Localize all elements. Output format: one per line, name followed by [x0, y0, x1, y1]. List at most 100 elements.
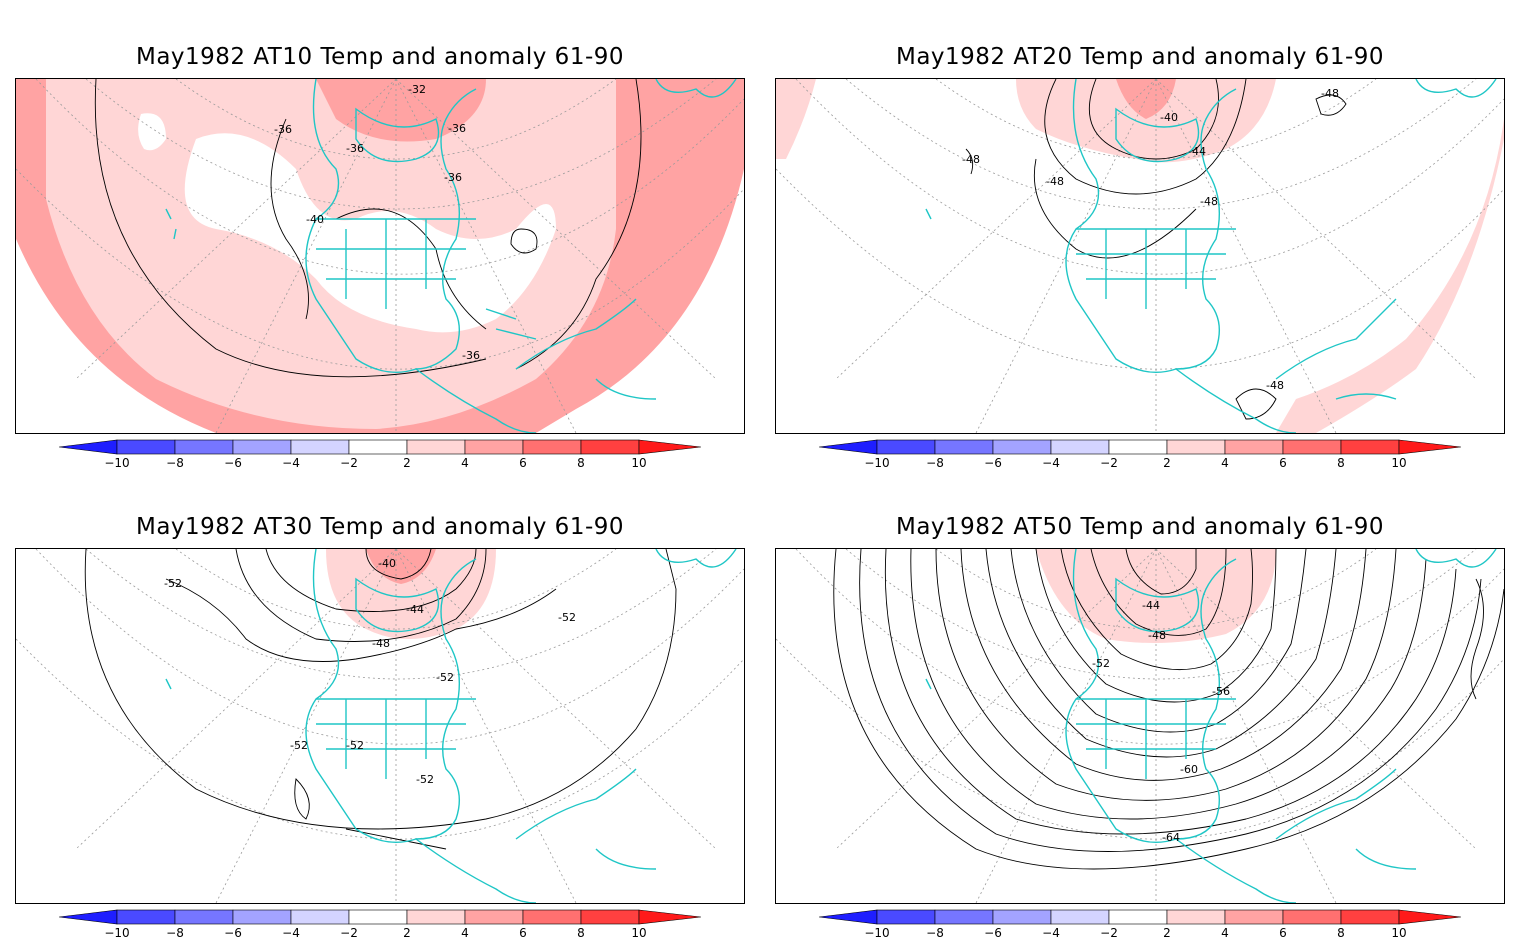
contour-label: -44: [1142, 599, 1160, 612]
colorbar: −10 −8 −6 −4 −2 2 4 6 8 10: [819, 908, 1461, 948]
colorbar-bin: [522, 439, 582, 455]
contour-label: -32: [408, 83, 426, 96]
colorbar-tick: −6: [224, 926, 242, 940]
contour-label: -44: [1188, 145, 1206, 158]
colorbar-bin: [1282, 909, 1342, 925]
colorbar-bin: [406, 909, 466, 925]
map-plot-at50: -44 -48 -52 -56 -60 -64: [776, 549, 1504, 903]
map-panel-at20: May1982 AT20 Temp and anomaly 61-90: [775, 0, 1505, 470]
colorbar-bin: [934, 439, 994, 455]
contour-label: -48: [1148, 629, 1166, 642]
colorbar-tick: 4: [1221, 456, 1229, 470]
colorbar-scale: [819, 439, 1461, 455]
contour-label: -56: [1212, 685, 1230, 698]
map-panel-at30: May1982 AT30 Temp and anomaly 61-90: [15, 470, 745, 940]
colorbar-bin: [1166, 909, 1226, 925]
map-frame: -32 -36 -36 -36 -36 -40 -36: [15, 78, 745, 434]
colorbar-tick: −2: [340, 456, 358, 470]
contour-label: -44: [406, 603, 424, 616]
colorbar-arrow-low: [59, 909, 118, 925]
coastlines: [925, 549, 1497, 903]
colorbar-arrow-high: [1398, 909, 1461, 925]
contour-lines: [84, 549, 677, 850]
colorbar-tick: 6: [1279, 456, 1287, 470]
colorbar-bin: [464, 909, 524, 925]
colorbar-tick: −8: [166, 456, 184, 470]
colorbar-bin: [1340, 909, 1400, 925]
colorbar-tick: −10: [104, 926, 130, 940]
latitude-grid: [776, 549, 1504, 903]
colorbar-bin: [348, 909, 408, 925]
colorbar-tick: 10: [631, 926, 647, 940]
colorbar-tick: −4: [282, 926, 300, 940]
colorbar-bin: [174, 439, 234, 455]
colorbar-arrow-low: [59, 439, 118, 455]
colorbar-tick: 6: [1279, 926, 1287, 940]
colorbar-tick: 10: [1391, 926, 1407, 940]
colorbar: −10 −8 −6 −4 −2 2 4 6 8 10: [59, 908, 701, 948]
colorbar-bin: [1282, 439, 1342, 455]
contour-label: -60: [1180, 763, 1198, 776]
colorbar-scale: [59, 909, 701, 925]
colorbar: −10 −8 −6 −4 −2 2 4 6 8 10: [819, 438, 1461, 478]
colorbar-tick: 6: [519, 926, 527, 940]
colorbar-bin: [174, 909, 234, 925]
colorbar-tick: 8: [1337, 926, 1345, 940]
colorbar-bin: [464, 439, 524, 455]
colorbar-bin: [116, 909, 176, 925]
contour-lines: [833, 549, 1504, 870]
contour-label: -52: [558, 611, 576, 624]
colorbar-tick: −2: [1100, 926, 1118, 940]
colorbar-tick: −4: [1042, 926, 1060, 940]
colorbar-tick: −4: [1042, 456, 1060, 470]
colorbar-bin: [580, 909, 640, 925]
colorbar-tick: −10: [104, 456, 130, 470]
colorbar-tick: 8: [1337, 456, 1345, 470]
colorbar-bin: [992, 439, 1052, 455]
colorbar-bin: [406, 439, 466, 455]
colorbar-tick: −8: [926, 456, 944, 470]
colorbar-arrow-high: [638, 909, 701, 925]
colorbar-bin: [116, 439, 176, 455]
map-plot-at20: -40 -44 -48 -48 -48 -48 -48: [776, 79, 1504, 433]
contour-label: -36: [274, 123, 292, 136]
colorbar-scale: [59, 439, 701, 455]
contour-label: -36: [448, 122, 466, 135]
colorbar-bin: [876, 909, 936, 925]
colorbar-bin: [232, 909, 292, 925]
colorbar-bin: [1224, 439, 1284, 455]
colorbar-bin: [522, 909, 582, 925]
colorbar-bin: [232, 439, 292, 455]
contour-label: -48: [1200, 195, 1218, 208]
colorbar-tick: 4: [461, 926, 469, 940]
colorbar-tick: −10: [864, 456, 890, 470]
colorbar-scale: [819, 909, 1461, 925]
contour-label: -36: [346, 142, 364, 155]
colorbar-tick: −8: [926, 926, 944, 940]
map-panel-at50: May1982 AT50 Temp and anomaly 61-90: [775, 470, 1505, 940]
colorbar-tick: 8: [577, 926, 585, 940]
contour-label: -52: [164, 577, 182, 590]
colorbar-tick: 2: [1163, 456, 1171, 470]
coastlines: [165, 79, 737, 433]
panel-title: May1982 AT30 Temp and anomaly 61-90: [135, 514, 625, 540]
colorbar-tick: −8: [166, 926, 184, 940]
colorbar-tick: −6: [224, 456, 242, 470]
contour-label: -52: [416, 773, 434, 786]
coastlines: [925, 79, 1497, 433]
colorbar-bin: [290, 909, 350, 925]
colorbar-tick: 2: [1163, 926, 1171, 940]
contour-label: -36: [444, 171, 462, 184]
colorbar-tick: −2: [340, 926, 358, 940]
contour-label: -40: [378, 557, 396, 570]
contour-label: -48: [372, 637, 390, 650]
map-plot-at10: -32 -36 -36 -36 -36 -40 -36: [16, 79, 744, 433]
colorbar-arrow-low: [819, 439, 878, 455]
contour-label: -48: [1266, 379, 1284, 392]
contour-label: -48: [1046, 175, 1064, 188]
colorbar-tick: 6: [519, 456, 527, 470]
map-frame: -40 -44 -48 -48 -48 -48 -48: [775, 78, 1505, 434]
colorbar-bin: [934, 909, 994, 925]
colorbar-bin: [580, 439, 640, 455]
colorbar-tick: 4: [461, 456, 469, 470]
